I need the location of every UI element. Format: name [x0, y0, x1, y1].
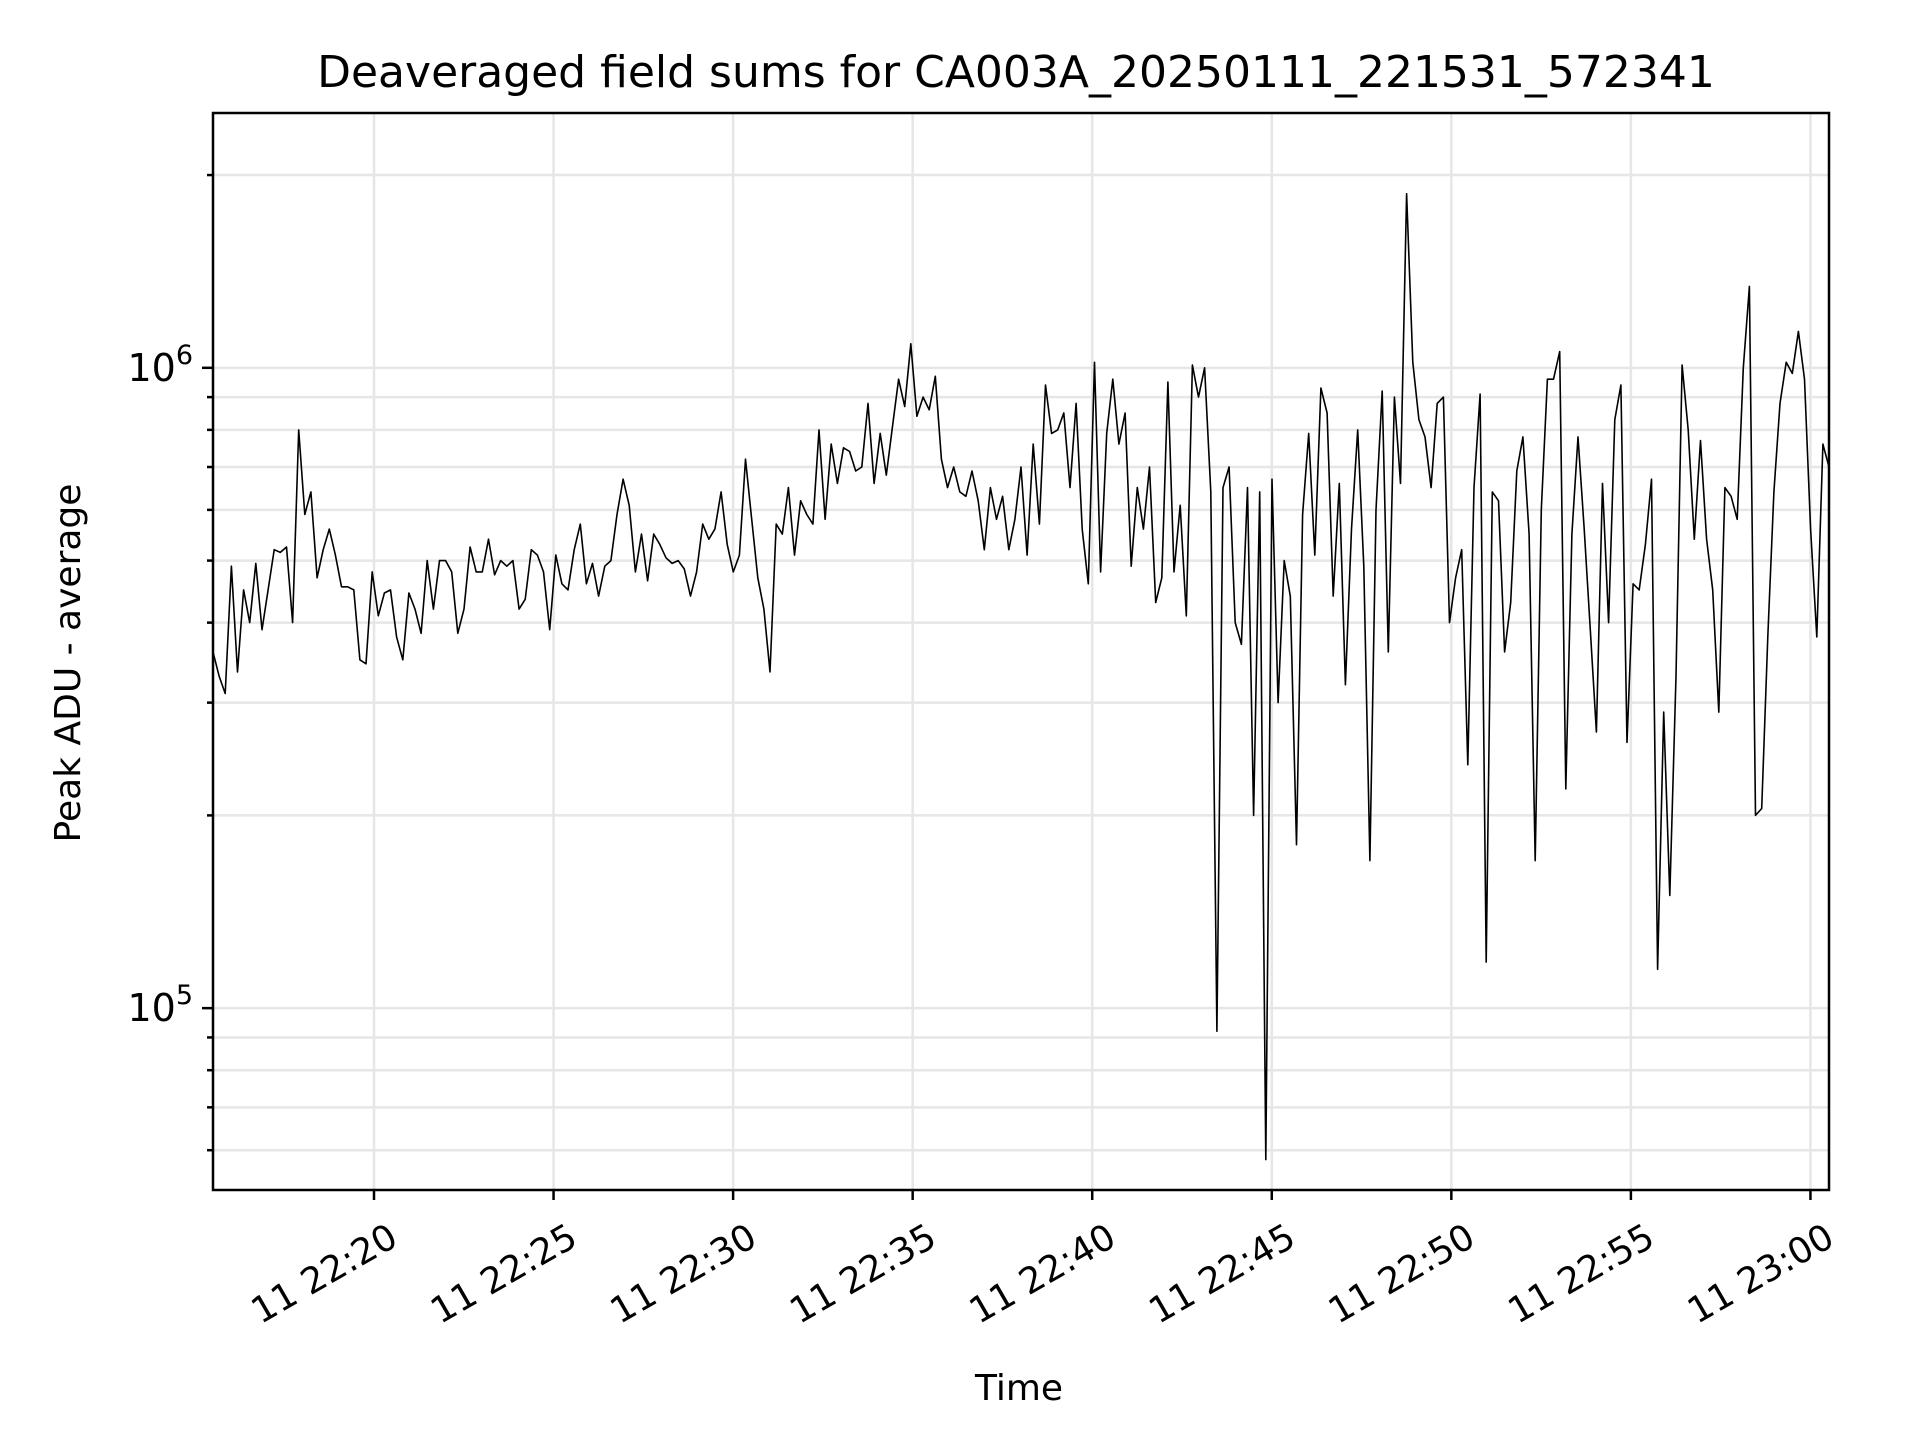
y-tick-label-base: 10 [127, 986, 175, 1030]
data-series [212, 192, 1830, 1161]
y-axis-label: Peak ADU - average [48, 484, 89, 843]
x-axis-label: Time [974, 1368, 1063, 1409]
y-tick-label-exponent: 5 [176, 980, 193, 1011]
y-tick-label: 106 [127, 340, 193, 390]
grid-lines [213, 113, 1829, 1190]
y-tick-label: 105 [127, 980, 193, 1030]
y-tick-label-exponent: 6 [176, 340, 193, 371]
plot-frame [211, 111, 1831, 1192]
series-line [212, 192, 1830, 1161]
chart-title: Deaveraged field sums for CA003A_2025011… [317, 47, 1715, 98]
y-tick-label-base: 10 [127, 346, 175, 390]
